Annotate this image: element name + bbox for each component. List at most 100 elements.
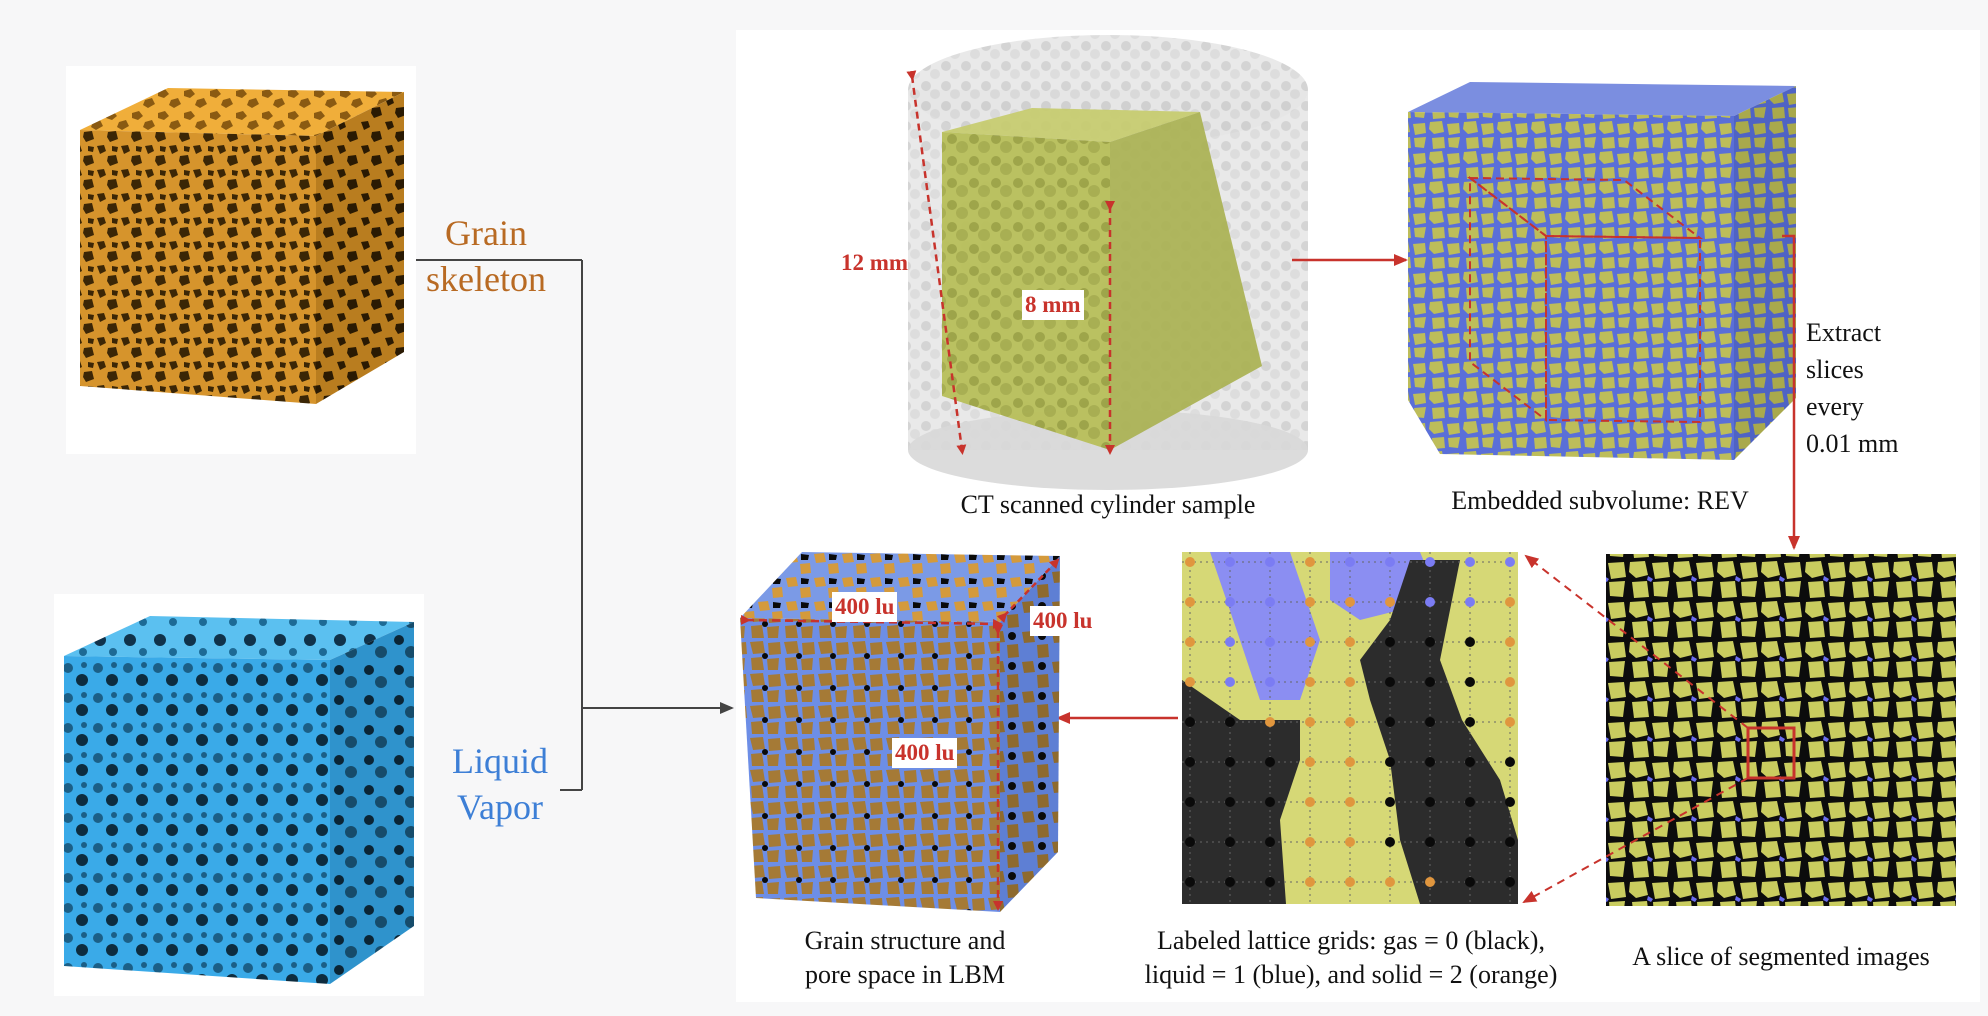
lattice-node	[1185, 717, 1195, 727]
extract-line2: slices	[1806, 355, 1864, 384]
lbm-cube	[740, 552, 1060, 912]
lattice-node	[1425, 637, 1435, 647]
lattice-node	[1425, 717, 1435, 727]
lattice-node	[1265, 677, 1275, 687]
lbm-caption: Grain structure and pore space in LBM	[760, 924, 1050, 992]
lattice-node	[1345, 677, 1355, 687]
lattice-node	[1225, 837, 1235, 847]
lattice-node	[1385, 677, 1395, 687]
lattice-node	[1385, 557, 1395, 567]
left-connector	[416, 259, 734, 791]
lattice-node	[1305, 757, 1315, 767]
lattice-node	[1265, 717, 1275, 727]
lbm-dim-top-label: 400 lu	[832, 592, 898, 622]
extract-line4: 0.01 mm	[1806, 429, 1899, 458]
lbm-dim-side-label: 400 lu	[1030, 606, 1096, 636]
lattice-node	[1425, 677, 1435, 687]
slice-caption: A slice of segmented images	[1632, 942, 1930, 971]
lattice-node	[1505, 717, 1515, 727]
lattice-node	[1345, 797, 1355, 807]
lattice-node	[1305, 717, 1315, 727]
lattice-node	[1385, 757, 1395, 767]
zoom-arrow-top	[1524, 554, 1749, 729]
lattice-node	[1305, 637, 1315, 647]
lattice-node	[1345, 877, 1355, 887]
lattice-node	[1465, 637, 1475, 647]
lattice-node	[1265, 557, 1275, 567]
lattice-node	[1305, 877, 1315, 887]
lattice-node	[1185, 677, 1195, 687]
grain-label-line2: skeleton	[426, 259, 546, 299]
grain-skeleton-cube	[66, 66, 416, 454]
lattice-node	[1225, 717, 1235, 727]
lattice-node	[1465, 877, 1475, 887]
lattice-node	[1385, 837, 1395, 847]
segmented-slice	[1606, 554, 1956, 906]
lattice-node	[1425, 837, 1435, 847]
lattice-node	[1185, 797, 1195, 807]
rev-cube	[1408, 82, 1796, 460]
lattice-node	[1305, 677, 1315, 687]
ct-cylinder-sample	[906, 35, 1308, 490]
lattice-node	[1465, 597, 1475, 607]
lattice-node	[1185, 557, 1195, 567]
lattice-caption: Labeled lattice grids: gas = 0 (black), …	[1116, 924, 1586, 992]
lattice-node	[1425, 877, 1435, 887]
lattice-node	[1465, 557, 1475, 567]
lattice-node	[1345, 597, 1355, 607]
lattice-node	[1185, 637, 1195, 647]
lattice-node	[1305, 597, 1315, 607]
lattice-node	[1345, 757, 1355, 767]
lattice-node	[1185, 597, 1195, 607]
lattice-node	[1385, 877, 1395, 887]
lattice-node	[1265, 637, 1275, 647]
ct-dim-outer-label: 12 mm	[841, 250, 909, 275]
lattice-node	[1385, 637, 1395, 647]
lattice-node	[1505, 797, 1515, 807]
lattice-caption-line1: Labeled lattice grids: gas = 0 (black),	[1157, 926, 1545, 955]
lattice-grid	[1182, 552, 1518, 904]
lattice-node	[1265, 797, 1275, 807]
lattice-node	[1185, 757, 1195, 767]
lattice-node	[1425, 557, 1435, 567]
lattice-node	[1225, 877, 1235, 887]
lattice-node	[1265, 757, 1275, 767]
lattice-node	[1425, 797, 1435, 807]
extract-line1: Extract	[1806, 318, 1882, 347]
lattice-node	[1505, 677, 1515, 687]
lattice-node	[1425, 757, 1435, 767]
lattice-node	[1465, 717, 1475, 727]
lattice-node	[1505, 757, 1515, 767]
lattice-node	[1345, 637, 1355, 647]
lattice-node	[1305, 837, 1315, 847]
extract-slices-text: Extract slices every 0.01 mm	[1806, 314, 1898, 462]
lattice-node	[1265, 597, 1275, 607]
grain-label-line1: Grain	[445, 213, 527, 253]
lattice-node	[1505, 637, 1515, 647]
lattice-node	[1385, 717, 1395, 727]
lattice-node	[1225, 677, 1235, 687]
ct-dim-inner-label: 8 mm	[1022, 290, 1084, 320]
lattice-node	[1385, 797, 1395, 807]
extract-line3: every	[1806, 392, 1864, 421]
lattice-node	[1185, 837, 1195, 847]
lattice-node	[1505, 877, 1515, 887]
lattice-node	[1225, 557, 1235, 567]
lattice-node	[1345, 837, 1355, 847]
lattice-node	[1465, 677, 1475, 687]
lbm-dim-front-label: 400 lu	[892, 738, 958, 768]
lattice-node	[1465, 757, 1475, 767]
liquid-label-line1: Liquid	[452, 741, 548, 781]
zoom-arrow-bottom	[1522, 777, 1749, 903]
lattice-node	[1505, 557, 1515, 567]
lattice-node	[1305, 557, 1315, 567]
lbm-caption-line2: pore space in LBM	[804, 960, 1005, 989]
grain-skeleton-label: Grain skeleton	[416, 210, 556, 302]
lattice-node	[1185, 877, 1195, 887]
liquid-vapor-cube	[54, 594, 424, 996]
lattice-node	[1505, 597, 1515, 607]
lattice-node	[1345, 717, 1355, 727]
liquid-label-line2: Vapor	[457, 787, 543, 827]
lattice-node	[1225, 797, 1235, 807]
